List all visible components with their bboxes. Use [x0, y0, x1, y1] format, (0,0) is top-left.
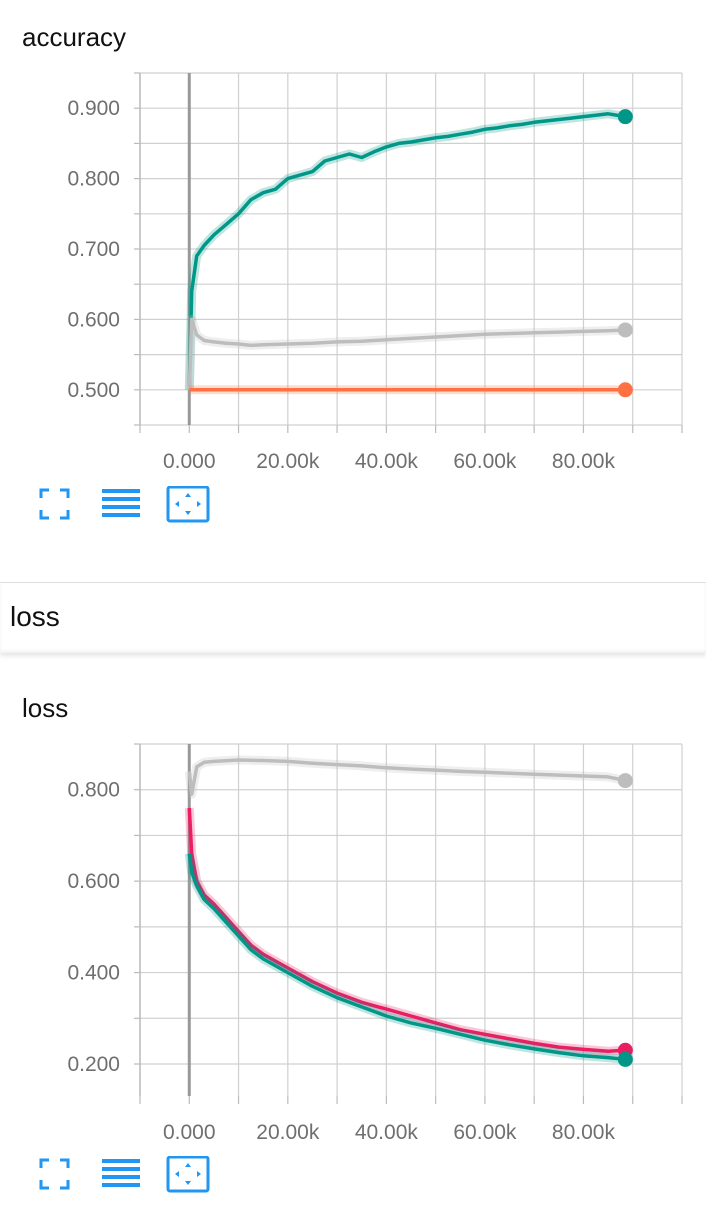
x-tick-label: 20.00k — [256, 450, 320, 473]
y-tick-label: 0.600 — [67, 870, 120, 893]
series-end-point — [617, 1051, 633, 1067]
fullscreen-button[interactable] — [38, 486, 82, 526]
y-tick-label: 0.700 — [67, 238, 120, 261]
series-end-point — [617, 322, 633, 338]
y-tick-label: 0.200 — [67, 1053, 120, 1076]
chart-card-accuracy: accuracy 0.500 0.600 0.700 0.800 0.900 0.000 2… — [0, 0, 706, 578]
chart-title: loss — [22, 693, 69, 723]
series-end-point — [617, 109, 633, 125]
x-tick-label: 60.00k — [453, 1121, 517, 1144]
y-tick-label: 0.900 — [67, 97, 120, 120]
series-line — [187, 853, 626, 1062]
toggle-log-button[interactable] — [102, 486, 146, 526]
x-tick-label: 0.000 — [163, 450, 216, 473]
fullscreen-icon — [39, 1158, 70, 1190]
series-end-point — [617, 773, 633, 789]
x-tick-label: 80.00k — [552, 450, 616, 473]
fit-domain-icon — [166, 485, 210, 523]
section-label: loss — [10, 601, 60, 632]
x-tick-label: 0.000 — [163, 1121, 216, 1144]
chart-toolbar — [38, 485, 230, 526]
series-end-point — [617, 382, 633, 398]
y-tick-label: 0.400 — [67, 962, 120, 985]
y-tick-label: 0.800 — [67, 779, 120, 802]
chart-card-loss: loss 0.200 0.400 0.600 0.800 0.000 20.00k 40.0… — [0, 660, 706, 1220]
fullscreen-icon — [39, 488, 70, 520]
list-icon — [102, 1159, 140, 1187]
y-tick-label: 0.600 — [67, 308, 120, 331]
chart-toolbar — [38, 1155, 230, 1196]
fullscreen-button[interactable] — [38, 1156, 82, 1196]
x-tick-label: 20.00k — [256, 1121, 320, 1144]
series-line — [187, 112, 626, 390]
x-tick-label: 40.00k — [355, 450, 419, 473]
list-icon — [102, 489, 140, 517]
toggle-log-button[interactable] — [102, 1156, 146, 1196]
fit-domain-icon — [166, 1155, 210, 1193]
series-band — [184, 853, 626, 1064]
x-tick-label: 40.00k — [355, 1121, 419, 1144]
x-tick-label: 80.00k — [552, 1121, 616, 1144]
chart-title: accuracy — [22, 22, 127, 52]
y-tick-label: 0.500 — [67, 379, 120, 402]
section-header-loss[interactable]: loss — [0, 582, 706, 653]
fit-domain-button[interactable] — [166, 485, 210, 526]
x-tick-label: 60.00k — [453, 450, 517, 473]
loss-chart: 0.200 0.400 0.600 0.800 0.000 20.00k 40.00k 60.… — [67, 743, 683, 1144]
series-line — [187, 758, 626, 797]
accuracy-chart: 0.500 0.600 0.700 0.800 0.900 0.000 20.00k 40.0… — [67, 72, 683, 473]
series-line — [187, 317, 626, 390]
series-line — [187, 807, 626, 1053]
y-tick-label: 0.800 — [67, 168, 120, 191]
fit-domain-button[interactable] — [166, 1155, 210, 1196]
